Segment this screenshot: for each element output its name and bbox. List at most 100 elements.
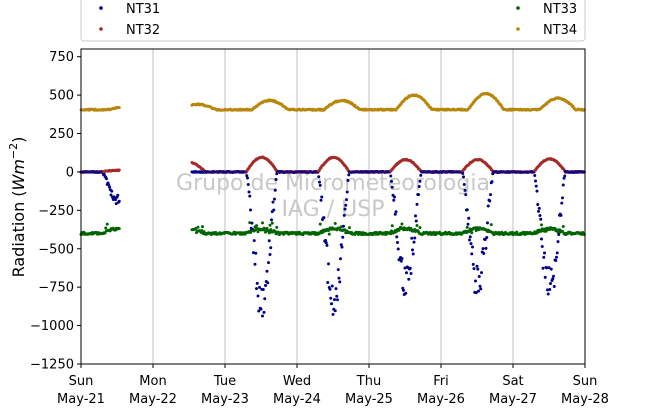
point-nt31: [325, 243, 329, 247]
point-nt33: [256, 230, 260, 234]
point-nt33: [470, 231, 474, 235]
point-nt31: [409, 271, 413, 275]
watermark-line-2: IAG / USP: [282, 197, 385, 222]
x-tick-label-date: May-21: [57, 392, 105, 407]
point-nt31: [461, 172, 465, 176]
point-nt31: [540, 237, 543, 241]
point-nt31: [330, 284, 334, 288]
point-nt31: [561, 196, 564, 200]
point-nt31: [318, 183, 322, 187]
point-nt33: [389, 232, 393, 236]
x-tick-label-date: May-24: [273, 392, 321, 407]
point-nt31: [417, 185, 421, 189]
x-tick-label-weekday: Wed: [283, 374, 311, 389]
point-nt33: [540, 223, 543, 227]
point-nt31: [345, 190, 349, 194]
point-nt31: [557, 232, 561, 236]
y-axis-label-close: ): [9, 137, 28, 143]
point-nt31: [262, 310, 266, 314]
point-nt31: [109, 193, 113, 197]
point-nt33: [264, 230, 267, 234]
point-nt31: [114, 202, 118, 206]
point-nt31: [414, 214, 417, 218]
point-nt31: [346, 179, 350, 183]
point-nt31: [482, 251, 486, 255]
point-nt32: [117, 168, 121, 172]
point-nt31: [561, 183, 565, 187]
point-nt31: [537, 206, 541, 210]
point-nt31: [489, 193, 492, 197]
data-points: [79, 91, 586, 318]
point-nt31: [418, 179, 422, 183]
point-nt31: [551, 277, 555, 281]
point-nt31: [536, 203, 540, 207]
point-nt31: [261, 314, 264, 318]
point-nt31: [466, 222, 470, 226]
point-nt31: [392, 198, 396, 202]
point-nt31: [390, 179, 393, 183]
point-nt33: [390, 229, 393, 233]
point-nt31: [336, 298, 339, 302]
point-nt33: [539, 229, 543, 233]
point-nt31: [539, 217, 543, 221]
point-nt31: [395, 235, 399, 239]
point-nt31: [117, 199, 121, 203]
point-nt31: [546, 288, 549, 292]
y-tick-label: 0: [66, 165, 74, 180]
point-nt31: [248, 194, 252, 198]
point-nt31: [534, 179, 537, 183]
point-nt31: [556, 240, 560, 244]
point-nt31: [256, 294, 260, 298]
legend-label-nt31: NT31: [126, 2, 160, 17]
point-nt31: [408, 266, 412, 270]
point-nt33: [318, 222, 322, 226]
point-nt31: [462, 183, 466, 187]
point-nt31: [476, 267, 480, 271]
point-nt33: [265, 226, 269, 230]
point-nt33: [318, 231, 321, 235]
point-nt31: [407, 277, 411, 281]
point-nt31: [549, 267, 553, 271]
point-nt31: [470, 252, 474, 256]
point-nt31: [389, 174, 393, 178]
point-nt31: [252, 239, 256, 243]
point-nt31: [324, 238, 327, 242]
point-nt31: [342, 213, 346, 217]
point-nt31: [317, 175, 321, 179]
point-nt31: [269, 246, 273, 250]
legend-box: [80, 0, 586, 42]
point-nt31: [533, 174, 537, 178]
point-nt31: [258, 285, 261, 289]
point-nt31: [320, 195, 324, 199]
point-nt31: [486, 221, 489, 225]
point-nt31: [555, 251, 559, 255]
x-tick-label-date: May-26: [417, 392, 465, 407]
point-nt31: [250, 221, 254, 225]
point-nt31: [254, 251, 258, 255]
point-nt31: [412, 240, 416, 244]
point-nt31: [344, 203, 348, 207]
point-nt31: [272, 208, 276, 212]
point-nt31: [318, 180, 321, 184]
point-nt31: [334, 287, 338, 291]
point-nt31: [555, 255, 558, 259]
watermark-line-1: Grupo de Micrometeorologia: [176, 171, 490, 196]
plot-frame: [80, 48, 586, 365]
y-axis-label: Radiation (Wm−2): [7, 137, 28, 278]
point-nt31: [545, 266, 549, 270]
point-nt31: [410, 236, 414, 240]
x-axis: Sun May-21 Mon May-22 Tue May-23 Wed May-24 Thu M…: [57, 364, 609, 407]
legend-label-nt32: NT32: [126, 23, 160, 38]
point-nt31: [404, 291, 408, 295]
point-nt33: [103, 231, 107, 235]
point-nt31: [336, 268, 340, 272]
point-nt31: [477, 274, 481, 278]
point-nt33: [561, 225, 565, 229]
y-tick-label: −750: [38, 281, 74, 296]
point-nt31: [400, 257, 404, 261]
y-axis: 750 500 250 0 −250 −500 −750 −1000 −1250: [30, 50, 81, 373]
point-nt33: [255, 224, 258, 228]
point-nt33: [390, 224, 394, 228]
point-nt33: [270, 221, 274, 225]
point-nt31: [411, 252, 415, 256]
